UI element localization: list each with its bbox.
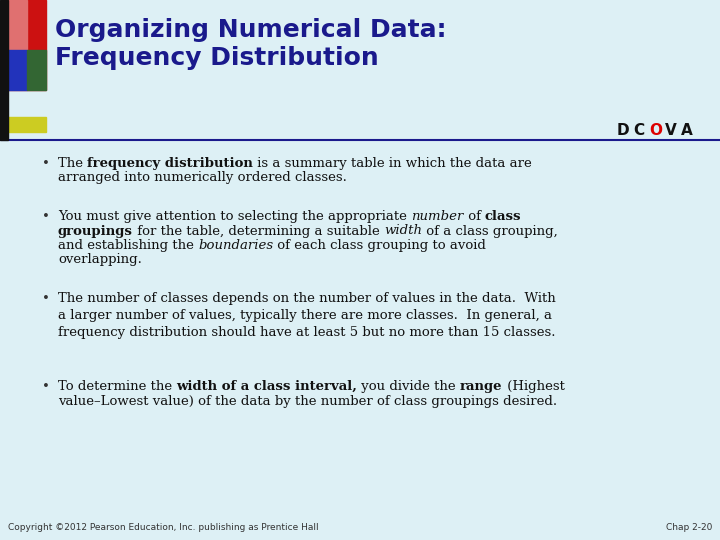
Text: Frequency Distribution: Frequency Distribution [55, 46, 379, 70]
Text: of: of [464, 210, 485, 223]
Text: width: width [384, 225, 422, 238]
Text: Organizing Numerical Data:: Organizing Numerical Data: [55, 18, 446, 42]
Text: is a summary table in which the data are: is a summary table in which the data are [253, 157, 532, 170]
Text: of a class grouping,: of a class grouping, [422, 225, 557, 238]
Text: V: V [665, 123, 677, 138]
Text: value–Lowest value) of the data by the number of class groupings desired.: value–Lowest value) of the data by the n… [58, 395, 557, 408]
Bar [8, 0, 46, 90]
Text: you divide the: you divide the [357, 380, 460, 393]
Text: and establishing the: and establishing the [58, 239, 198, 252]
Text: •: • [42, 292, 50, 305]
Text: groupings: groupings [58, 225, 133, 238]
Text: boundaries: boundaries [198, 239, 274, 252]
Text: (Highest: (Highest [503, 380, 564, 393]
Bar [8, 50, 27, 90]
Text: To determine the: To determine the [58, 380, 176, 393]
Text: The: The [58, 157, 87, 170]
Text: arranged into numerically ordered classes.: arranged into numerically ordered classe… [58, 172, 347, 185]
Text: number: number [411, 210, 464, 223]
Text: •: • [42, 210, 50, 223]
Bar [0, 0, 8, 140]
Text: for the table, determining a suitable: for the table, determining a suitable [133, 225, 384, 238]
Text: C: C [633, 123, 644, 138]
Bar [8, 0, 27, 50]
Text: range: range [460, 380, 503, 393]
Text: D: D [617, 123, 629, 138]
Text: A: A [681, 123, 693, 138]
Text: •: • [42, 380, 50, 393]
Text: frequency distribution: frequency distribution [87, 157, 253, 170]
Bar [8, 117, 46, 132]
Text: The number of classes depends on the number of values in the data.  With
a large: The number of classes depends on the num… [58, 292, 556, 340]
Text: of each class grouping to avoid: of each class grouping to avoid [274, 239, 486, 252]
Text: Copyright ©2012 Pearson Education, Inc. publishing as Prentice Hall: Copyright ©2012 Pearson Education, Inc. … [8, 523, 319, 532]
Text: •: • [42, 157, 50, 170]
Text: You must give attention to selecting the appropriate: You must give attention to selecting the… [58, 210, 411, 223]
Text: O: O [649, 123, 662, 138]
Bar [27, 50, 46, 90]
Text: class: class [485, 210, 521, 223]
Text: Chap 2-20: Chap 2-20 [665, 523, 712, 532]
Text: width of a class interval,: width of a class interval, [176, 380, 357, 393]
Text: overlapping.: overlapping. [58, 253, 142, 267]
